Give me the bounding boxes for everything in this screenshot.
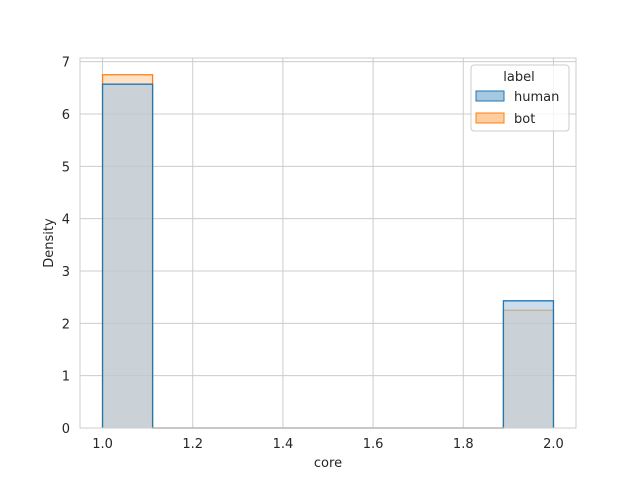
x-tick-label: 1.4 bbox=[273, 437, 294, 452]
x-tick-label: 1.8 bbox=[453, 437, 474, 452]
y-tick-label: 0 bbox=[62, 422, 70, 437]
y-tick-label: 3 bbox=[62, 265, 70, 280]
legend-label-human: human bbox=[514, 90, 559, 105]
y-ticks: 0 1 2 3 4 5 6 7 bbox=[62, 56, 70, 437]
legend-swatch-bot bbox=[475, 112, 505, 124]
y-tick-label: 2 bbox=[62, 317, 70, 332]
y-tick-label: 6 bbox=[62, 108, 70, 123]
bar-human bbox=[102, 84, 153, 428]
bar-human bbox=[503, 300, 554, 428]
y-tick-label: 1 bbox=[62, 370, 70, 385]
y-tick-label: 4 bbox=[62, 213, 70, 228]
legend-swatch-human bbox=[475, 90, 505, 102]
legend-title: label bbox=[503, 70, 534, 85]
y-tick-label: 7 bbox=[62, 56, 70, 71]
grid bbox=[80, 58, 576, 429]
y-tick-label: 5 bbox=[62, 160, 70, 175]
legend: label human bot bbox=[470, 64, 570, 132]
x-tick-label: 2.0 bbox=[543, 437, 564, 452]
x-tick-label: 1.6 bbox=[363, 437, 384, 452]
legend-label-bot: bot bbox=[514, 112, 535, 127]
bars bbox=[101, 74, 555, 429]
x-axis-label: core bbox=[314, 456, 342, 471]
x-tick-label: 1.0 bbox=[92, 437, 113, 452]
plot-frame bbox=[79, 57, 577, 429]
x-tick-label: 1.2 bbox=[182, 437, 203, 452]
y-axis-label: Density bbox=[42, 218, 57, 268]
x-ticks: 1.0 1.2 1.4 1.6 1.8 2.0 bbox=[92, 437, 564, 452]
